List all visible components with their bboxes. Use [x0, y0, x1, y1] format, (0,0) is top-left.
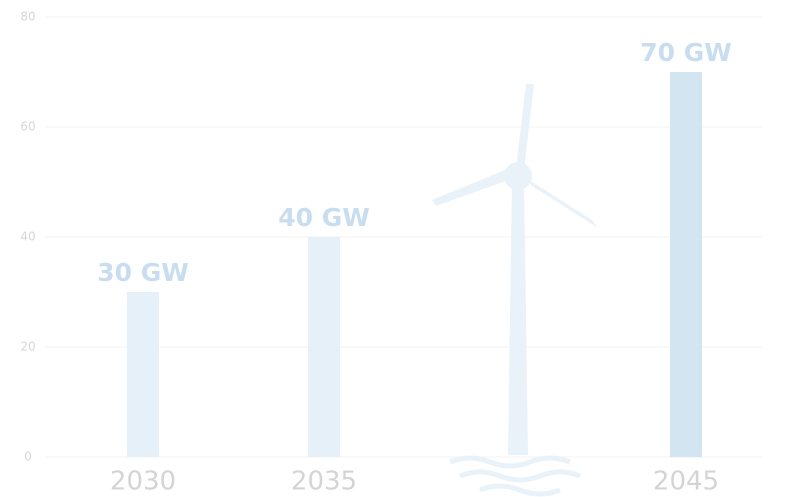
wind-turbine	[432, 84, 598, 497]
y-tick-label: 60	[20, 120, 35, 134]
bar	[308, 237, 340, 457]
value-label: 70 GW	[640, 38, 732, 67]
y-tick-label: 20	[20, 340, 35, 354]
x-tick-label: 2035	[291, 467, 357, 497]
bar	[670, 72, 702, 457]
value-label: 40 GW	[278, 203, 370, 232]
y-tick-label: 0	[24, 450, 32, 464]
bar	[127, 292, 159, 457]
x-tick-label: 2045	[653, 467, 719, 497]
value-label: 30 GW	[97, 258, 189, 287]
y-tick-label: 40	[20, 230, 35, 244]
y-tick-label: 80	[20, 10, 35, 24]
x-tick-label: 2030	[110, 467, 176, 497]
